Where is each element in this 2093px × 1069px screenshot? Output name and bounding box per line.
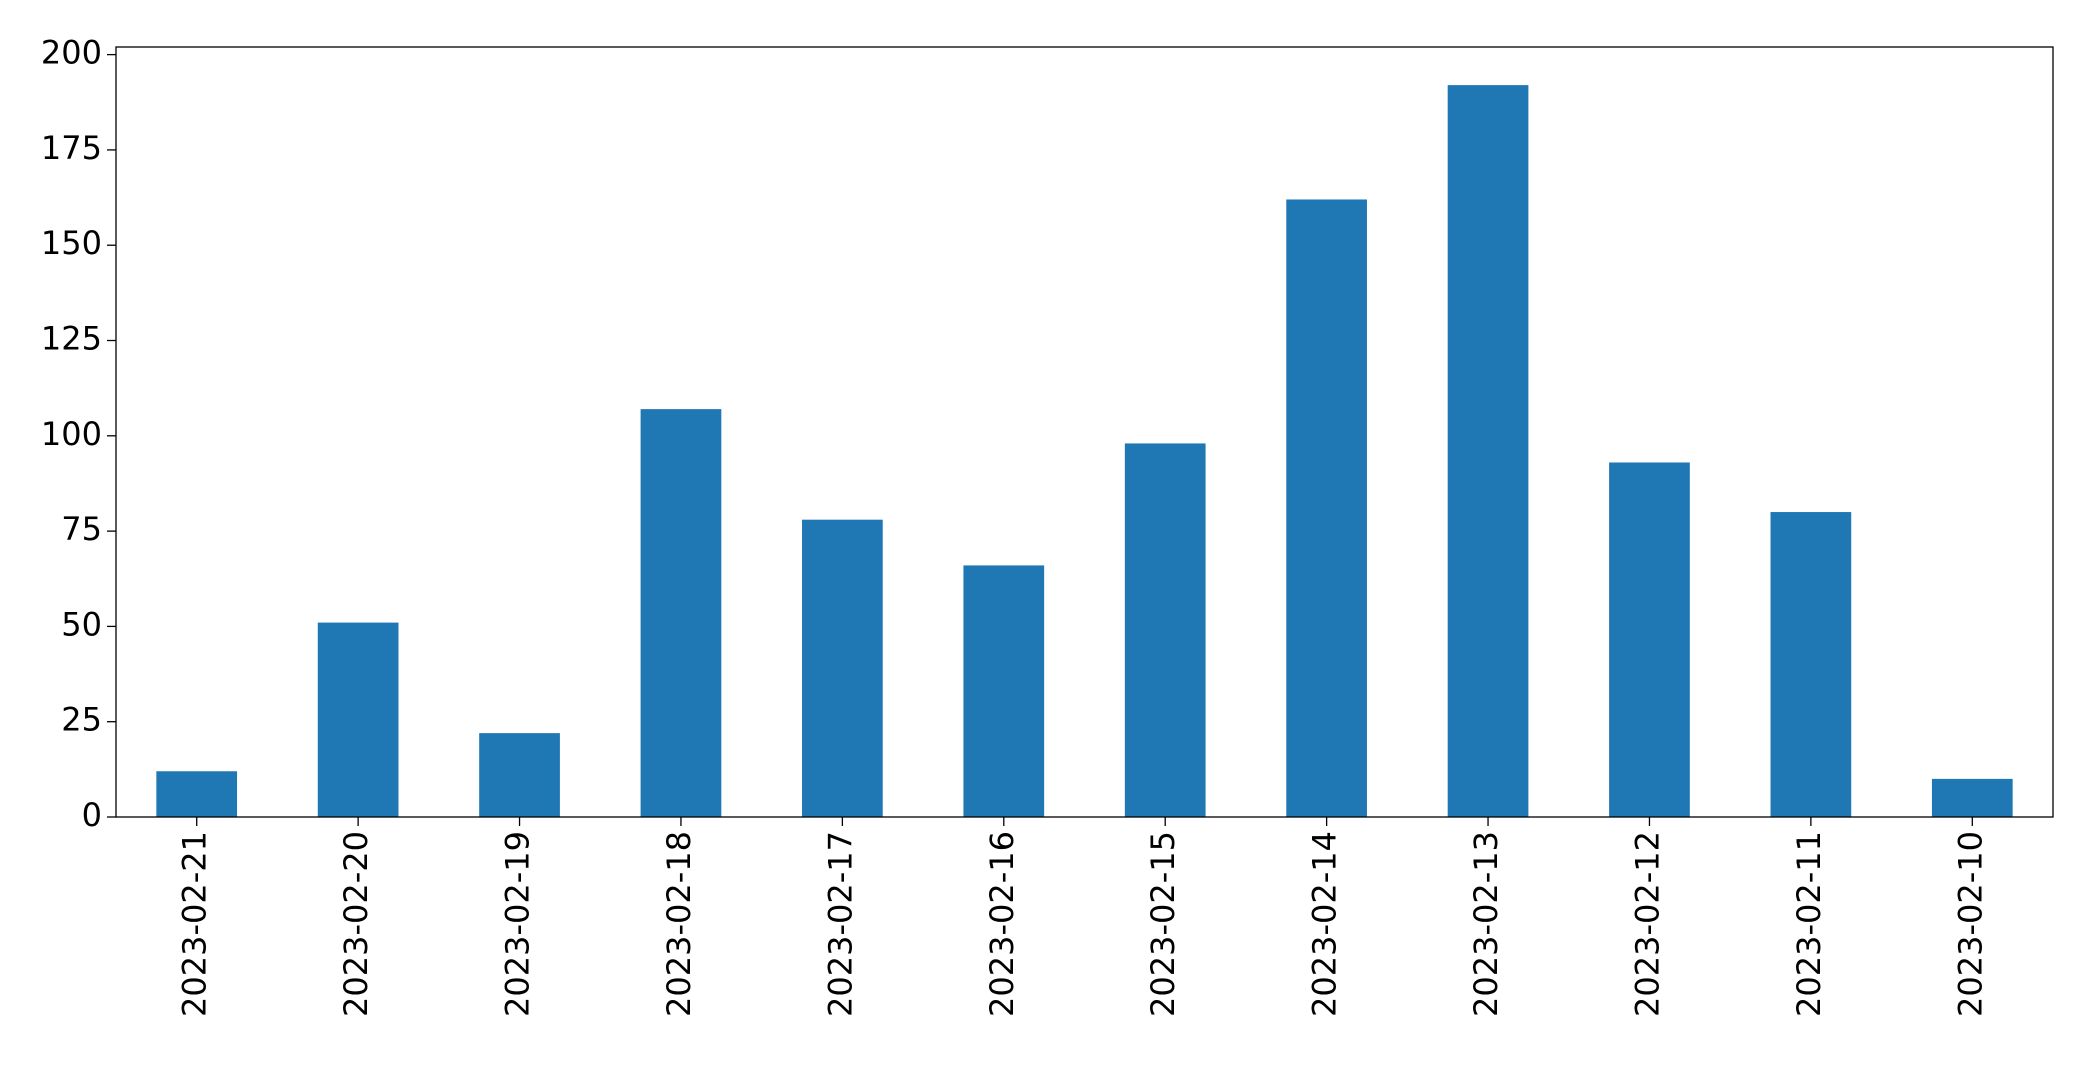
bar xyxy=(1124,443,1206,817)
x-tick-label: 2023-02-17 xyxy=(821,831,859,1017)
x-tick-label: 2023-02-15 xyxy=(1144,831,1182,1017)
bar xyxy=(640,409,722,817)
bar xyxy=(317,622,399,817)
bar xyxy=(156,771,238,817)
y-tick-label: 200 xyxy=(41,34,102,72)
bar xyxy=(1609,462,1690,817)
x-tick-label: 2023-02-11 xyxy=(1790,831,1828,1017)
y-tick-label: 100 xyxy=(41,415,102,453)
y-tick-label: 175 xyxy=(41,129,102,167)
x-tick-label: 2023-02-14 xyxy=(1306,831,1344,1017)
bar xyxy=(802,519,883,817)
x-tick-label: 2023-02-20 xyxy=(337,831,375,1017)
x-tick-label: 2023-02-13 xyxy=(1467,831,1505,1017)
bar xyxy=(1286,199,1367,818)
y-tick-label: 50 xyxy=(61,605,102,643)
x-tick-label: 2023-02-21 xyxy=(176,831,214,1017)
x-tick-label: 2023-02-10 xyxy=(1951,831,1989,1017)
bar xyxy=(1931,778,2013,817)
y-tick-label: 75 xyxy=(61,510,102,548)
x-tick-label: 2023-02-19 xyxy=(499,831,537,1017)
x-tick-label: 2023-02-16 xyxy=(983,831,1021,1017)
plot-frame xyxy=(115,46,2054,818)
y-tick-label: 150 xyxy=(41,224,102,262)
bar xyxy=(1447,85,1529,817)
bar xyxy=(963,565,1045,817)
y-tick-label: 25 xyxy=(61,701,102,739)
y-tick-label: 0 xyxy=(82,796,102,834)
bar xyxy=(1770,512,1852,817)
x-tick-label: 2023-02-12 xyxy=(1628,831,1666,1017)
y-tick-label: 125 xyxy=(41,320,102,358)
x-tick-label: 2023-02-18 xyxy=(660,831,698,1017)
bar xyxy=(479,733,560,817)
